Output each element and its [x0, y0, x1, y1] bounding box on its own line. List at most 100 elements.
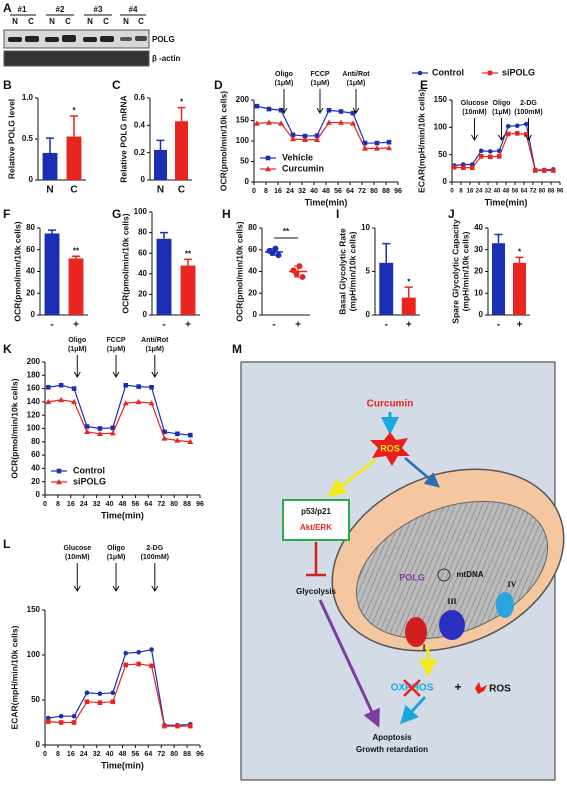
marker	[278, 120, 284, 126]
dot	[299, 273, 306, 280]
marker	[314, 133, 320, 138]
y-tick-label: 100	[134, 207, 148, 216]
marker	[71, 398, 78, 405]
condition-label: C	[65, 17, 71, 26]
y-tick-label: 0.2	[134, 148, 146, 157]
marker	[56, 468, 62, 474]
marker	[123, 650, 129, 656]
marker	[149, 384, 154, 390]
y-tick-label: 30	[474, 245, 483, 254]
panel-label: L	[3, 537, 10, 551]
marker	[83, 428, 90, 435]
marker	[71, 713, 77, 719]
error-bar	[177, 106, 186, 122]
significance: **	[185, 249, 192, 258]
marker	[109, 430, 116, 436]
x-tick-label: 8	[459, 189, 463, 195]
band-label: β -actin	[152, 54, 181, 63]
marker	[290, 132, 296, 138]
legend-label: Curcumin	[282, 163, 324, 173]
series-line	[48, 399, 191, 443]
annotation: Glucose	[461, 100, 489, 107]
x-tick-label: -	[50, 320, 53, 331]
y-tick-label: 80	[31, 437, 40, 446]
y-tick-label: 40	[31, 464, 40, 473]
inhibit-arrow	[306, 542, 326, 577]
panel-label: I	[336, 207, 339, 221]
marker	[122, 400, 129, 406]
marker	[362, 145, 368, 151]
y-axis-label: Basal Glycolytic Rate	[337, 228, 347, 315]
blot-bands	[8, 35, 147, 42]
signal-label: p53/p21	[301, 507, 331, 516]
y-tick-label: 20	[31, 477, 40, 486]
bar	[491, 243, 506, 315]
panel-label: J	[448, 207, 455, 221]
marker	[188, 723, 193, 729]
marker	[161, 435, 168, 441]
signal-label: Akt/ERK	[300, 523, 332, 532]
marker	[314, 136, 320, 142]
error-bar	[515, 256, 524, 263]
annotation-arrow	[280, 89, 288, 114]
curcumin-label: Curcumin	[367, 399, 414, 410]
dot	[275, 252, 282, 259]
annotation-arrow	[471, 118, 478, 141]
arrow	[404, 457, 440, 488]
x-tick-label: 88	[548, 189, 555, 195]
bar	[512, 262, 527, 315]
marker	[58, 382, 64, 388]
annotation: Oligo	[107, 545, 125, 552]
marker	[290, 135, 296, 142]
bar	[156, 238, 172, 315]
marker	[350, 110, 356, 116]
marker	[135, 398, 142, 405]
lane-label: #2	[56, 5, 65, 14]
x-tick-label: 80	[539, 189, 546, 195]
y-tick-label: 150	[27, 605, 41, 614]
error-bar	[48, 229, 56, 234]
y-axis-label: Relative POLG level	[6, 99, 16, 179]
x-tick-label: +	[406, 320, 412, 331]
x-tick-label: 64	[144, 501, 152, 508]
annotation: FCCP	[107, 337, 126, 344]
x-tick-label: 0	[252, 188, 256, 195]
condition-label: C	[103, 17, 109, 26]
marker	[187, 438, 194, 444]
error-bar	[72, 255, 80, 259]
y-tick-label: 20	[474, 267, 483, 276]
x-tick-label: 56	[334, 188, 342, 195]
plus-label: +	[454, 680, 461, 694]
y-tick-label: 150	[434, 95, 448, 104]
annotation: (1μM)	[492, 109, 511, 116]
condition-label: C	[28, 17, 34, 26]
y-tick-label: 150	[236, 116, 250, 125]
x-tick-label: 16	[274, 188, 282, 195]
condition-label: C	[138, 17, 144, 26]
condition-label: N	[12, 17, 18, 26]
x-tick-label: 32	[93, 501, 101, 508]
x-tick-label: 48	[119, 501, 127, 508]
annotation: FCCP	[310, 71, 329, 78]
marker	[514, 123, 520, 128]
y-axis-label: Relative POLG mRNA	[118, 95, 128, 182]
ros-label: ROS	[380, 443, 400, 453]
panel-label: K	[3, 342, 12, 356]
y-axis-label: OCR(pmol/min/10k cells)	[234, 221, 244, 321]
ros-burst	[475, 682, 487, 694]
marker	[97, 426, 103, 431]
bar	[153, 149, 168, 180]
x-tick-label: 16	[67, 501, 75, 508]
marker	[265, 166, 271, 172]
y-tick-label: 20	[248, 288, 257, 297]
y-axis-label: (mpH/min/10k cells)	[460, 231, 470, 311]
x-tick-label: 88	[183, 751, 191, 758]
panel-label: B	[3, 78, 12, 92]
significance: **	[283, 227, 290, 236]
marker	[374, 140, 380, 146]
x-tick-label: 96	[394, 188, 402, 195]
y-tick-label: 0	[253, 310, 258, 319]
y-axis-label: OCR(pmol/min/10k cells)	[9, 378, 19, 478]
marker	[478, 148, 484, 154]
marker	[374, 145, 380, 151]
